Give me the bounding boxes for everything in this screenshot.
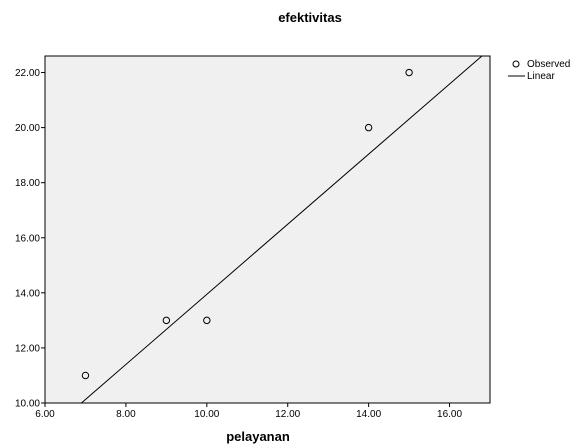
observed-point xyxy=(162,316,171,325)
observed-point xyxy=(364,123,373,132)
x-tick-label: 14.00 xyxy=(356,409,381,420)
plot-area xyxy=(44,55,491,404)
legend-observed-marker xyxy=(512,60,520,68)
legend-observed-label: Observed xyxy=(527,59,570,70)
y-tick-label: 20.00 xyxy=(15,123,40,134)
y-tick-label: 22.00 xyxy=(15,68,40,79)
x-tick-label: 16.00 xyxy=(437,409,462,420)
chart-title: efektivitas xyxy=(278,10,342,25)
linear-fit-line xyxy=(81,55,483,404)
x-tick-label: 10.00 xyxy=(194,409,219,420)
y-axis: 10.00 12.00 14.00 16.00 18.00 20.00 22.00 xyxy=(15,68,45,410)
y-tick-label: 10.00 xyxy=(15,399,40,410)
legend: Observed Linear xyxy=(508,59,570,82)
x-tick-label: 8.00 xyxy=(116,409,136,420)
legend-linear-label: Linear xyxy=(527,71,555,82)
observed-point xyxy=(81,371,90,380)
observed-point xyxy=(405,68,413,77)
y-tick-label: 12.00 xyxy=(15,343,40,354)
y-tick-label: 16.00 xyxy=(15,233,40,244)
observed-point xyxy=(203,316,211,325)
observed-points-layer xyxy=(81,68,413,380)
x-tick-label: 6.00 xyxy=(35,409,55,420)
fit-line-layer xyxy=(81,55,483,404)
x-tick-label: 12.00 xyxy=(275,409,300,420)
y-tick-label: 18.00 xyxy=(15,178,40,189)
x-axis-label: pelayanan xyxy=(226,429,290,444)
y-tick-label: 14.00 xyxy=(15,288,40,299)
x-axis: 6.00 8.00 10.00 12.00 14.00 16.00 xyxy=(35,403,462,420)
